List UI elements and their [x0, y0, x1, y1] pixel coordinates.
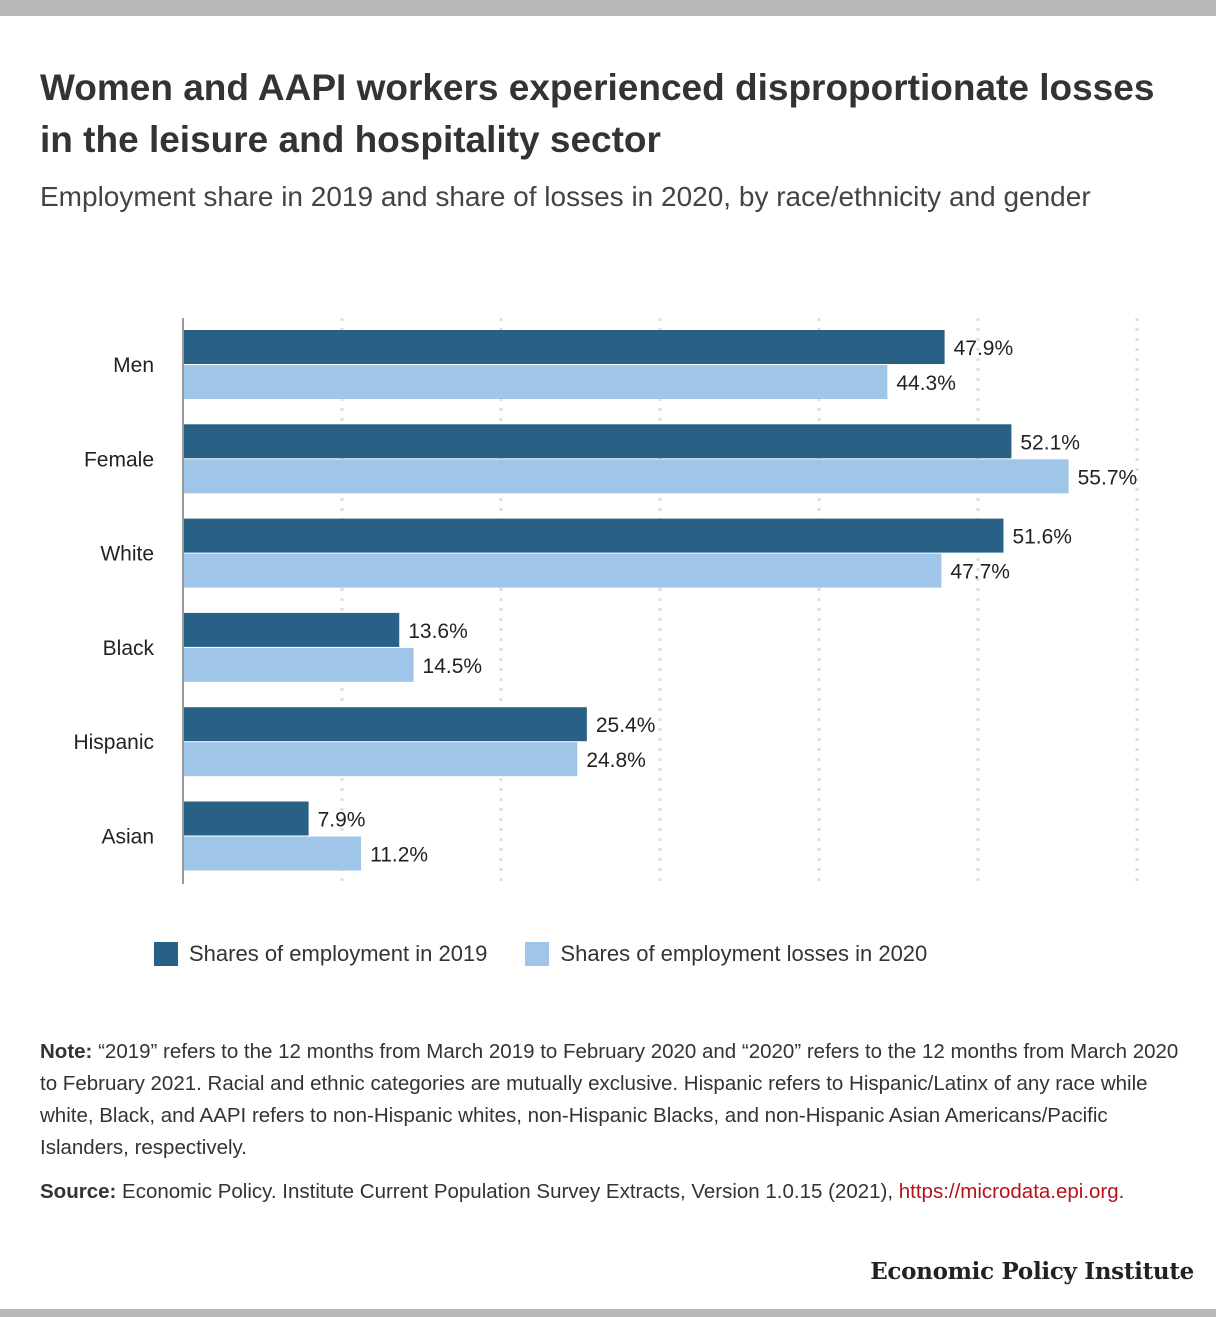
bar-chart: 47.9% 44.3% 52.1% 55.7% 51.6%47.7% 13.6% 14.5%…: [73, 318, 1139, 884]
legend-item-2019: Shares of employment in 2019: [154, 941, 487, 967]
data-label-asian-2019: 7.9%: [318, 809, 366, 832]
category-label-asian: Asian: [101, 826, 154, 849]
bar-asian-2019: [183, 801, 309, 836]
data-label-hispanic-2020: 24.8%: [586, 749, 646, 772]
bar-asian-2020: [183, 836, 362, 871]
data-labels: 47.9% 44.3% 52.1% 55.7% 51.6%47.7% 13.6% 14.5%…: [318, 337, 1138, 867]
bar-white-2020: [183, 553, 942, 588]
legend-label-2020: Shares of employment losses in 2020: [560, 941, 928, 966]
chart-title: Women and AAPI workers experienced dispr…: [40, 67, 1155, 160]
data-label-hispanic-2019: 25.4%: [596, 714, 656, 737]
note-label: Note:: [40, 1040, 93, 1063]
data-label-white-2020: 47.7%: [950, 561, 1010, 584]
grid-lines: [340, 318, 1139, 884]
top-rule: [0, 0, 1216, 16]
legend: Shares of employment in 2019 Shares of e…: [154, 936, 965, 972]
data-label-female-2019: 52.1%: [1020, 431, 1080, 454]
data-label-white-2019: 51.6%: [1012, 526, 1072, 549]
bar-white-2019: [183, 518, 1004, 553]
bars: [183, 330, 1069, 871]
source-link[interactable]: https://microdata.epi.org: [898, 1180, 1119, 1203]
bar-hispanic-2020: [183, 742, 578, 777]
source: Source: Economic Policy. Institute Curre…: [40, 1176, 1190, 1208]
bar-men-2019: [183, 330, 945, 364]
category-label-black: Black: [103, 637, 155, 660]
category-label-men: Men: [113, 354, 154, 377]
bar-female-2020: [183, 459, 1069, 494]
legend-swatch-2019: [154, 942, 178, 966]
bar-black-2020: [183, 647, 414, 682]
brand-logo: Economic Policy Institute: [870, 1258, 1194, 1285]
bar-female-2019: [183, 424, 1012, 459]
data-label-asian-2020: 11.2%: [370, 844, 428, 867]
source-label: Source:: [40, 1180, 117, 1203]
category-labels: Men Female White Black Hispanic Asian: [73, 354, 154, 849]
source-text: Economic Policy. Institute Current Popul…: [116, 1180, 899, 1203]
data-label-men-2020: 44.3%: [896, 372, 956, 395]
legend-swatch-2020: [525, 942, 550, 966]
bar-men-2020: [183, 365, 888, 399]
legend-label-2019: Shares of employment in 2019: [189, 941, 488, 966]
data-label-female-2020: 55.7%: [1078, 466, 1138, 489]
data-label-men-2019: 47.9%: [954, 337, 1014, 360]
data-label-black-2020: 14.5%: [423, 655, 483, 678]
note-text: “2019” refers to the 12 months from Marc…: [40, 1040, 1179, 1159]
source-end: .: [1118, 1180, 1125, 1203]
bar-hispanic-2019: [183, 707, 587, 742]
category-label-female: Female: [84, 448, 154, 471]
bottom-rule: [0, 1309, 1216, 1317]
chart-subtitle: Employment share in 2019 and share of lo…: [40, 181, 1091, 212]
legend-item-2020: Shares of employment losses in 2020: [525, 941, 927, 967]
category-label-hispanic: Hispanic: [73, 731, 154, 754]
data-label-black-2019: 13.6%: [408, 620, 468, 643]
category-label-white: White: [100, 543, 154, 566]
note: Note: “2019” refers to the 12 months fro…: [40, 1036, 1190, 1164]
bar-black-2019: [183, 612, 400, 647]
